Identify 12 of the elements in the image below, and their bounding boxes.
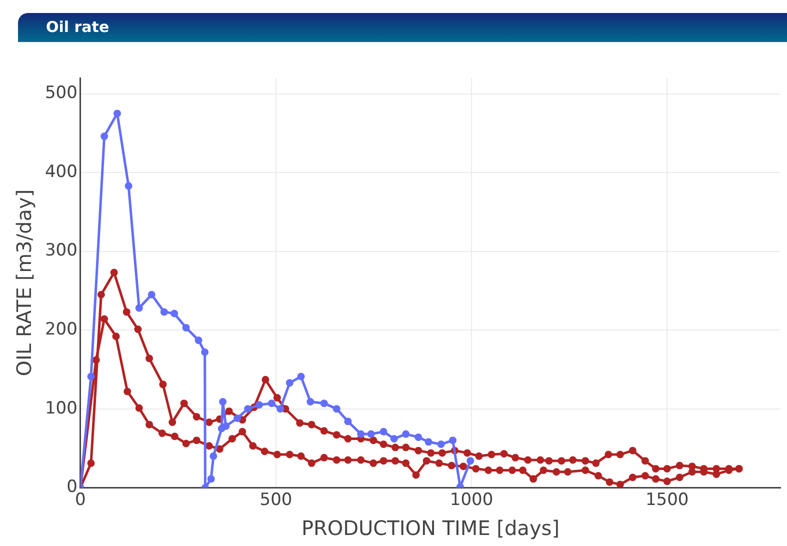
x-axis-title: PRODUCTION TIME [days] bbox=[301, 516, 560, 540]
chart-title: Oil rate bbox=[46, 18, 110, 36]
y-tick-label: 0 bbox=[66, 477, 78, 498]
y-tick-label: 300 bbox=[44, 240, 78, 261]
x-tick-label: 1500 bbox=[645, 490, 689, 510]
y-tick-label: 400 bbox=[44, 162, 78, 182]
y-tick-label: 500 bbox=[44, 83, 78, 104]
y-tick-label: 100 bbox=[44, 398, 78, 418]
x-tick-label: 500 bbox=[260, 490, 292, 510]
x-tick-label: 1000 bbox=[450, 490, 494, 510]
y-axis-title: OIL RATE [m3/day] bbox=[12, 189, 36, 376]
y-tick-label: 200 bbox=[44, 319, 78, 340]
